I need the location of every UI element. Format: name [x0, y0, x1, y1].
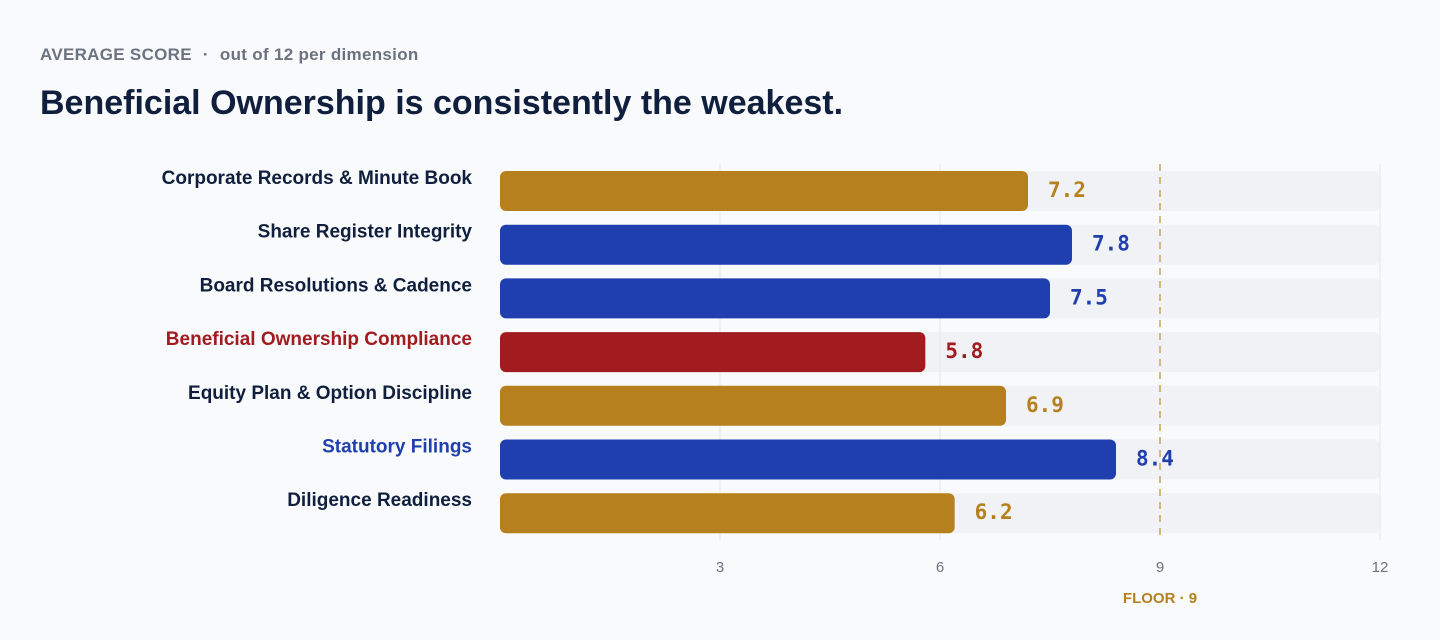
bar: [500, 332, 926, 373]
x-tick-label: 3: [716, 559, 724, 576]
chart-kicker: AVERAGE SCORE · out of 12 per dimension: [40, 45, 419, 65]
bar: [500, 439, 1116, 480]
value-label: 6.9: [1026, 393, 1064, 417]
kicker-label: AVERAGE SCORE: [40, 45, 192, 64]
bar: [500, 224, 1072, 265]
category-label: Diligence Readiness: [287, 490, 472, 511]
category-label: Statutory Filings: [322, 437, 472, 458]
bar: [500, 171, 1028, 211]
value-label: 5.8: [945, 339, 983, 363]
value-label: 7.2: [1048, 178, 1086, 202]
value-label: 7.8: [1092, 232, 1130, 256]
category-label: Equity Plan & Option Discipline: [188, 383, 472, 404]
value-label: 6.2: [975, 500, 1013, 524]
category-label: Corporate Records & Minute Book: [162, 168, 473, 189]
floor-label: FLOOR · 9: [1123, 590, 1197, 607]
x-tick-label: 6: [936, 559, 944, 576]
x-tick-label: 12: [1372, 559, 1389, 576]
value-label: 8.4: [1136, 447, 1174, 471]
chart-title: Beneficial Ownership is consistently the…: [40, 84, 844, 122]
category-label: Share Register Integrity: [258, 222, 473, 243]
kicker-separator: ·: [202, 45, 209, 64]
category-label: Board Resolutions & Cadence: [200, 275, 472, 296]
kicker-subtitle: out of 12 per dimension: [219, 45, 419, 64]
bar: [500, 385, 1006, 426]
bar: [500, 278, 1050, 319]
bar: [500, 493, 955, 534]
category-label: Beneficial Ownership Compliance: [166, 329, 472, 350]
value-label: 7.5: [1070, 285, 1108, 309]
x-tick-label: 9: [1156, 559, 1164, 576]
